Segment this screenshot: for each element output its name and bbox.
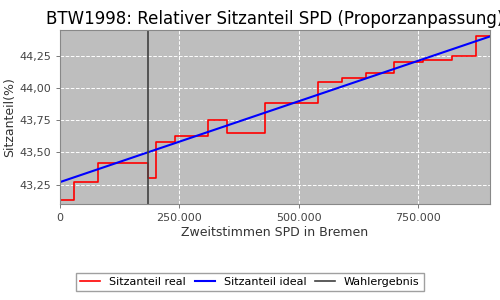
Sitzanteil real	[339, 80, 345, 83]
Sitzanteil real	[224, 118, 230, 122]
Sitzanteil real	[339, 76, 345, 80]
Sitzanteil real	[449, 54, 455, 58]
Sitzanteil real	[363, 71, 369, 74]
Sitzanteil real	[224, 131, 230, 135]
Sitzanteil real	[172, 140, 177, 144]
Title: BTW1998: Relativer Sitzanteil SPD (Proporzanpassung): BTW1998: Relativer Sitzanteil SPD (Propo…	[46, 11, 500, 28]
Legend: Sitzanteil real, Sitzanteil ideal, Wahlergebnis: Sitzanteil real, Sitzanteil ideal, Wahle…	[76, 273, 424, 291]
Sitzanteil real	[72, 180, 78, 184]
Sitzanteil real	[172, 134, 177, 137]
Sitzanteil real	[392, 60, 398, 64]
Y-axis label: Sitzanteil(%): Sitzanteil(%)	[4, 77, 16, 157]
Sitzanteil real	[95, 161, 101, 165]
Sitzanteil real	[262, 102, 268, 105]
Line: Sitzanteil real: Sitzanteil real	[60, 36, 490, 200]
Sitzanteil real	[472, 54, 478, 58]
Sitzanteil real	[146, 176, 152, 180]
Sitzanteil real	[291, 102, 297, 105]
Sitzanteil real	[146, 161, 152, 165]
Sitzanteil real	[262, 131, 268, 135]
Sitzanteil real	[420, 60, 426, 64]
X-axis label: Zweitstimmen SPD in Bremen: Zweitstimmen SPD in Bremen	[182, 226, 368, 239]
Sitzanteil real	[205, 134, 211, 137]
Sitzanteil real	[57, 198, 63, 202]
Sitzanteil real	[315, 80, 321, 83]
Sitzanteil real	[420, 58, 426, 61]
Sitzanteil real	[487, 34, 493, 38]
Sitzanteil real	[205, 118, 211, 122]
Sitzanteil real	[152, 176, 158, 180]
Sitzanteil real	[291, 102, 297, 105]
Sitzanteil real	[363, 76, 369, 80]
Sitzanteil real	[72, 198, 78, 202]
Sitzanteil real	[449, 58, 455, 61]
Sitzanteil real	[95, 180, 101, 184]
Sitzanteil real	[392, 71, 398, 74]
Sitzanteil real	[315, 102, 321, 105]
Sitzanteil real	[472, 34, 478, 38]
Sitzanteil real	[152, 140, 158, 144]
